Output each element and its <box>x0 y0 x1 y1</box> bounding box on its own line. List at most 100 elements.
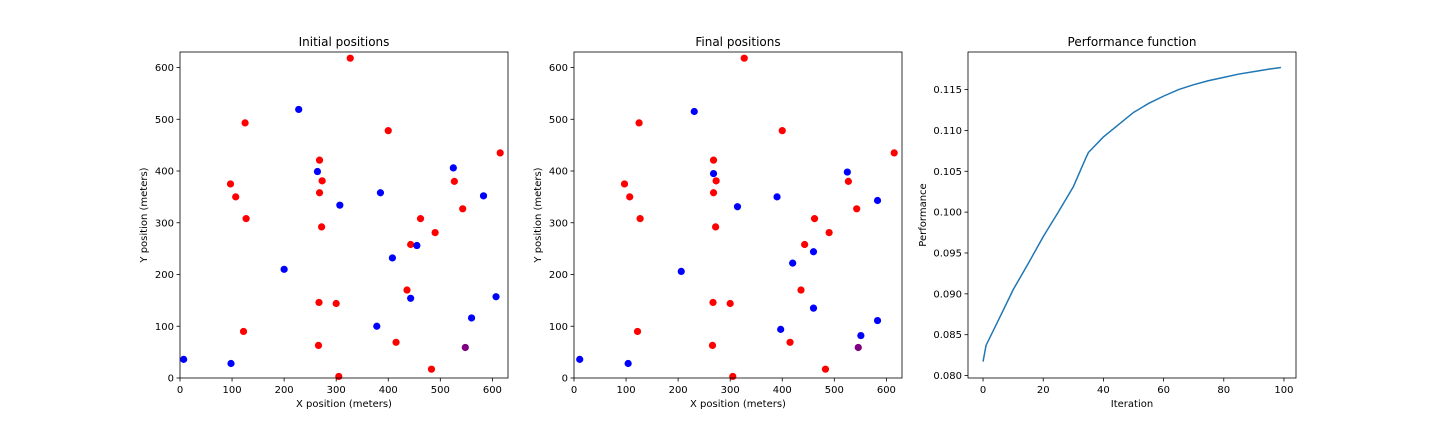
x-tick-label: 600 <box>877 385 896 396</box>
performance-line <box>982 66 1282 362</box>
y-tick-label: 200 <box>549 270 568 281</box>
scatter-point-red <box>318 177 326 185</box>
y-tick-label: 0.115 <box>933 85 962 96</box>
scatter-point-red <box>407 240 415 249</box>
chart-title: Final positions <box>695 35 780 49</box>
y-tick-label: 300 <box>549 218 568 229</box>
scatter-point-red <box>620 180 629 188</box>
x-axis-label: Iteration <box>1111 399 1153 410</box>
y-tick-label: 100 <box>549 322 568 333</box>
y-axis-label: Y position (meters) <box>139 167 150 263</box>
chart-title: Performance function <box>1068 35 1197 49</box>
scatter-point-blue <box>576 355 584 363</box>
scatter-point-blue <box>479 192 488 200</box>
scatter-point-red <box>821 365 830 373</box>
scatter-point-red <box>810 215 819 223</box>
scatter-point-blue <box>857 331 865 340</box>
scatter-point-blue <box>873 196 882 205</box>
scatter-point-overlap <box>461 343 469 352</box>
y-tick-label: 0.085 <box>933 330 962 341</box>
scatter-point-blue <box>336 201 344 209</box>
scatter-point-red <box>635 119 643 127</box>
scatter-point-red <box>709 189 718 197</box>
scatter-point-blue <box>313 167 322 176</box>
scatter-point-blue <box>690 107 698 116</box>
y-tick-label: 200 <box>155 270 174 281</box>
scatter-point-red <box>825 228 833 237</box>
x-tick-label: 200 <box>275 385 294 396</box>
y-tick-label: 0.080 <box>933 371 962 382</box>
scatter-point-red <box>459 205 467 213</box>
x-tick-label: 80 <box>1217 385 1230 396</box>
chart-panel-2: 0 100 200 300 400 500 600 0 100 200 300 400 500 600 Fi… <box>533 35 903 410</box>
x-axis-label: X position (meters) <box>690 399 786 410</box>
scatter-point-blue <box>789 259 797 267</box>
scatter-point-red <box>431 228 439 237</box>
scatter-point-red <box>226 180 235 188</box>
scatter-point-red <box>786 338 794 346</box>
y-tick-label: 0 <box>168 374 174 385</box>
y-tick-label: 500 <box>155 115 174 126</box>
scatter-point-red <box>708 341 717 349</box>
scatter-point-red <box>403 286 411 294</box>
scatter-point-red <box>797 286 805 294</box>
x-tick-label: 500 <box>825 385 844 396</box>
scatter-point-blue <box>709 170 718 178</box>
scatter-point-red <box>726 299 734 308</box>
scatter-point-blue <box>467 314 476 322</box>
scatter-point-blue <box>809 304 818 312</box>
x-tick-label: 400 <box>773 385 792 396</box>
scatter-point-red <box>636 215 644 223</box>
scatter-point-red <box>392 338 400 346</box>
scatter-point-red <box>232 193 240 201</box>
y-tick-label: 600 <box>155 63 174 74</box>
y-tick-label: 400 <box>549 167 568 178</box>
y-tick-label: 600 <box>549 63 568 74</box>
scatter-point-red <box>801 240 809 249</box>
scatter-point-blue <box>295 105 303 114</box>
chart-panel-3: 0 20 40 60 80 100 0.080 0.085 0.090 0.095 0.100 0.1… <box>918 35 1297 410</box>
y-axis-label: Y position (meters) <box>533 167 544 263</box>
scatter-point-red <box>315 189 324 197</box>
scatter-point-blue <box>773 193 781 201</box>
scatter-point-red <box>496 149 504 157</box>
y-tick-label: 100 <box>155 322 174 333</box>
scatter-point-red <box>890 149 898 157</box>
x-tick-label: 20 <box>1037 385 1050 396</box>
x-tick-label: 200 <box>669 385 688 396</box>
scatter-point-blue <box>449 164 457 172</box>
x-tick-label: 0 <box>177 385 183 396</box>
scatter-point-red <box>633 327 642 336</box>
chart-title: Initial positions <box>299 35 390 49</box>
scatter-point-overlap <box>854 343 862 352</box>
y-tick-label: 400 <box>155 167 174 178</box>
scatter-point-blue <box>388 254 397 262</box>
scatter-point-blue <box>843 168 851 176</box>
y-tick-label: 0.095 <box>933 248 962 259</box>
x-tick-label: 300 <box>721 385 740 396</box>
x-tick-label: 100 <box>223 385 242 396</box>
y-tick-label: 300 <box>155 218 174 229</box>
scatter-point-blue <box>407 294 415 302</box>
scatter-point-blue <box>492 293 500 301</box>
scatter-point-red <box>315 156 324 164</box>
scatter-point-red <box>241 119 249 127</box>
chart-panel-1: 0 100 200 300 400 500 600 0 100 200 300 400 500 600 In… <box>139 35 509 410</box>
scatter-point-red <box>740 54 748 62</box>
x-axis-label: X position (meters) <box>296 399 392 410</box>
scatter-point-red <box>709 156 718 164</box>
scatter-point-red <box>712 223 720 231</box>
plot-frame <box>179 51 509 379</box>
scatter-point-blue <box>777 325 785 333</box>
scatter-point-red <box>450 177 458 185</box>
scatter-point-blue <box>227 359 235 368</box>
scatter-point-red <box>712 177 720 185</box>
y-tick-label: 0 <box>562 374 568 385</box>
scatter-point-blue <box>413 241 421 250</box>
x-tick-label: 40 <box>1097 385 1110 396</box>
scatter-point-red <box>384 127 392 135</box>
plot-frame <box>573 51 903 379</box>
scatter-point-blue <box>809 248 818 256</box>
x-tick-label: 100 <box>617 385 636 396</box>
